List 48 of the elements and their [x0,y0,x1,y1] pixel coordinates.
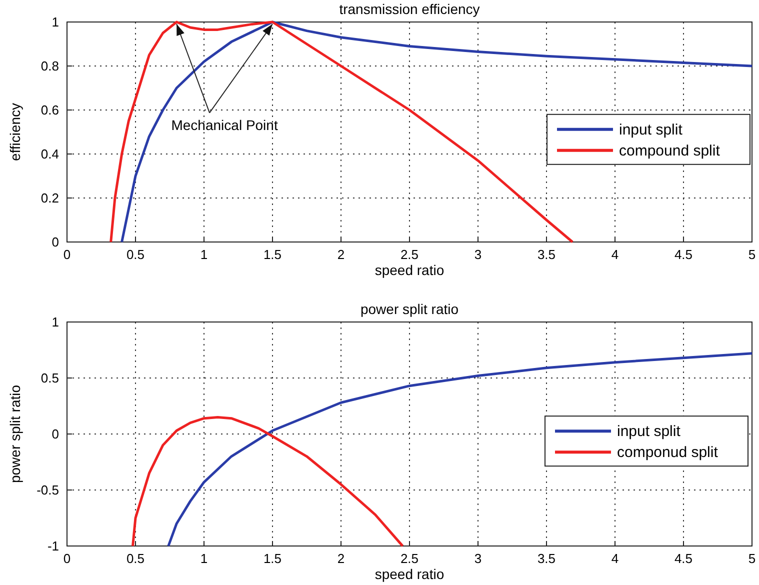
y-axis-title: power split ratio [7,384,23,484]
line-series [132,416,404,548]
x-tick-label: 4.5 [674,247,693,262]
x-axis-title: speed ratio [374,262,444,278]
legend-label: componud split [617,444,719,462]
line-series [167,352,754,548]
y-tick-label: 1 [52,14,59,30]
chart-title: power split ratio [360,301,459,317]
x-tick-label: 3.5 [537,247,556,262]
x-tick-label: 1 [200,247,208,262]
legend-label: input split [617,423,682,440]
y-tick-label: 0.4 [40,146,59,162]
x-tick-label: 1.5 [263,247,282,262]
line-series [110,20,574,244]
annotation: Mechanical Point [171,116,278,133]
legend-label: compound split [619,142,721,160]
y-tick-label: 0 [52,234,59,250]
x-tick-label: 0.5 [126,247,145,262]
x-axis-title: speed ratio [374,566,444,582]
x-tick-label: 1.5 [263,551,282,566]
x-tick-label: 5 [748,551,756,566]
chart-title: transmission efficiency [339,1,480,17]
x-tick-label: 3 [474,247,482,262]
x-tick-label: 4.5 [674,551,693,566]
x-tick-label: 3 [474,551,482,566]
x-tick-label: 3.5 [537,551,556,566]
y-tick-label: 0.6 [40,102,59,118]
x-tick-label: 0.5 [126,551,145,566]
x-tick-label: 5 [748,247,756,262]
x-tick-label: 2.5 [400,551,419,566]
legend-label: input split [619,121,684,138]
y-tick-label: 0 [52,426,59,442]
y-tick-label: -0.5 [36,482,59,498]
y-tick-label: 0.5 [40,370,59,386]
x-tick-label: 0 [63,247,71,262]
x-tick-label: 1 [200,551,208,566]
y-tick-label: 1 [52,314,59,330]
y-axis-title: efficiency [7,102,23,162]
x-tick-label: 2 [337,247,345,262]
x-tick-label: 0 [63,551,71,566]
y-tick-label: -1 [47,538,59,554]
x-tick-label: 4 [611,247,619,262]
x-tick-label: 2.5 [400,247,419,262]
x-tick-label: 4 [611,551,619,566]
x-tick-label: 2 [337,551,345,566]
y-tick-label: 0.2 [40,190,59,206]
line-series [120,20,754,244]
y-tick-label: 0.8 [40,58,59,74]
